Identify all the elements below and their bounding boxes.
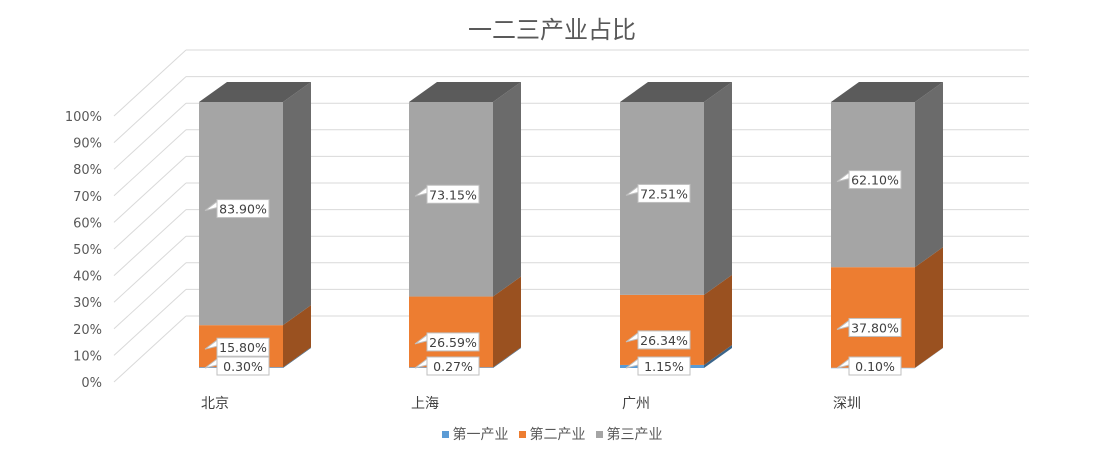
bars xyxy=(199,81,943,369)
data-label-box xyxy=(637,356,691,376)
data-label-box xyxy=(216,356,270,376)
grid-diagonal xyxy=(113,49,187,117)
bar-top-深圳 xyxy=(831,82,943,102)
data-label-box xyxy=(426,184,480,204)
y-tick-label: 60% xyxy=(73,216,102,231)
data-label: 26.59% xyxy=(414,332,480,352)
y-tick-label: 80% xyxy=(73,163,102,178)
data-labels: 0.30% 15.80% 83.90% 0.27% 26.59% 73.15% 1.15% 2… xyxy=(204,170,902,376)
data-label-box xyxy=(848,356,902,376)
x-tick-label: 深圳 xyxy=(833,396,861,412)
y-tick-label: 20% xyxy=(73,323,102,338)
bar-top-北京 xyxy=(199,82,311,102)
data-label: 62.10% xyxy=(836,170,902,190)
legend: 第一产业 第二产业 第三产业 xyxy=(0,424,1104,444)
data-label-text: 26.59% xyxy=(429,335,477,350)
grid-diagonal xyxy=(113,315,187,383)
data-label: 83.90% xyxy=(204,199,270,219)
data-label-text: 15.80% xyxy=(219,340,267,355)
data-label: 72.51% xyxy=(625,183,691,203)
grid-diagonal xyxy=(113,262,187,330)
legend-swatch xyxy=(595,430,603,438)
data-label-text: 0.30% xyxy=(223,359,263,374)
legend-label: 第三产业 xyxy=(606,427,663,443)
bar-side-第二产业-深圳 xyxy=(915,247,943,368)
bar-第二产业-广州 xyxy=(620,294,704,365)
data-label-box xyxy=(426,356,480,376)
bar-top-上海 xyxy=(409,81,521,102)
data-label: 0.27% xyxy=(414,356,480,376)
y-tick-label: 50% xyxy=(73,243,102,258)
x-tick-label: 上海 xyxy=(411,396,439,412)
y-tick-label: 0% xyxy=(81,376,102,391)
data-label: 37.80% xyxy=(836,317,902,337)
grid-diagonal xyxy=(113,129,187,197)
y-tick-label: 100% xyxy=(65,110,102,125)
bar-side-第一产业-上海 xyxy=(493,347,521,368)
bar-side-第二产业-北京 xyxy=(283,305,311,368)
bar-side-第一产业-广州 xyxy=(704,344,732,368)
data-label-text: 0.10% xyxy=(855,359,895,374)
bar-side-第一产业-北京 xyxy=(283,347,311,368)
data-label-box xyxy=(848,317,902,337)
legend-label: 第一产业 xyxy=(452,427,509,443)
data-label-text: 0.27% xyxy=(433,359,473,374)
grid-diagonal xyxy=(113,156,187,223)
bar-top-广州 xyxy=(620,82,732,102)
legend-swatch xyxy=(518,430,526,438)
data-label-text: 72.51% xyxy=(640,186,688,201)
y-tick-label: 90% xyxy=(73,137,102,152)
grid-diagonal xyxy=(113,209,187,276)
bar-side-第三产业-上海 xyxy=(493,81,521,297)
data-label: 26.34% xyxy=(625,330,691,350)
data-label-text: 73.15% xyxy=(429,187,477,202)
bar-side-第三产业-深圳 xyxy=(915,82,943,268)
y-axis-ticks: 0% 10% 20% 30% 40% 50% 60% 70% 80% 90% 100% xyxy=(65,110,102,391)
data-label-box xyxy=(216,337,270,357)
chart-title: 一二三产业占比 xyxy=(468,16,636,44)
data-label-box xyxy=(637,330,691,350)
legend-item: 第一产业 xyxy=(441,424,509,444)
data-label: 1.15% xyxy=(625,356,691,376)
y-tick-label: 40% xyxy=(73,270,102,285)
x-tick-label: 北京 xyxy=(201,396,229,412)
data-label: 0.30% xyxy=(204,356,270,376)
data-label-text: 83.90% xyxy=(219,202,267,217)
legend-item: 第二产业 xyxy=(518,424,586,444)
bar-第二产业-上海 xyxy=(409,296,493,368)
data-label-box xyxy=(216,199,270,219)
data-label: 73.15% xyxy=(414,184,480,204)
grid-diagonal xyxy=(113,235,187,303)
data-label-text: 26.34% xyxy=(640,333,688,348)
bar-side-第三产业-广州 xyxy=(704,82,732,295)
data-label-box xyxy=(637,183,691,203)
data-label-box xyxy=(426,332,480,352)
legend-item: 第三产业 xyxy=(595,424,663,444)
bar-side-第三产业-北京 xyxy=(283,82,311,326)
grid-diagonal xyxy=(113,289,187,356)
bar-side-第二产业-上海 xyxy=(493,276,521,368)
grid-diagonal xyxy=(113,182,187,250)
data-label-text: 37.80% xyxy=(851,320,899,335)
bar-side-第二产业-广州 xyxy=(704,274,732,365)
grid-diagonal xyxy=(113,76,187,143)
data-label: 0.10% xyxy=(836,356,902,376)
data-label-box xyxy=(848,170,902,190)
data-label-text: 62.10% xyxy=(851,173,899,188)
data-label: 15.80% xyxy=(204,337,270,357)
legend-label: 第二产业 xyxy=(529,427,586,443)
y-tick-label: 30% xyxy=(73,296,102,311)
legend-swatch xyxy=(441,430,449,438)
x-tick-label: 广州 xyxy=(622,396,650,412)
bar-第二产业-深圳 xyxy=(831,267,915,368)
y-tick-label: 10% xyxy=(73,349,102,364)
grid-diagonal xyxy=(113,102,187,170)
bar-side-第一产业-深圳 xyxy=(915,347,943,368)
y-tick-label: 70% xyxy=(73,190,102,205)
x-axis-ticks: 北京 上海 广州 深圳 xyxy=(201,396,861,412)
data-label-text: 1.15% xyxy=(644,359,684,374)
